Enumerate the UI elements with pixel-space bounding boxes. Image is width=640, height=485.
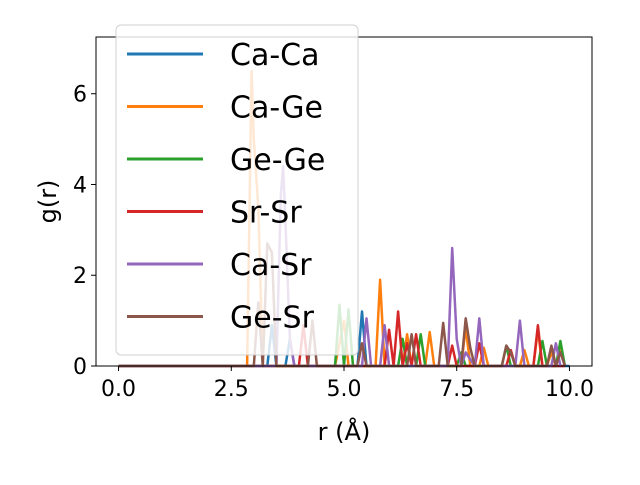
x-tick-label: 2.5 [214,377,249,402]
legend-label-ca-ge: Ca-Ge [230,91,323,126]
y-axis-ticks: 0 2 4 6 [73,83,96,380]
legend-label-ca-ca: Ca-Ca [230,38,320,73]
legend: Ca-Ca Ca-Ge Ge-Ge Sr-Sr Ca-Sr Ge-Sr [115,24,359,356]
legend-label-sr-sr: Sr-Sr [230,196,302,231]
y-tick-label: 6 [73,83,87,108]
x-tick-label: 10.0 [545,377,594,402]
y-axis-label: g(r) [34,180,62,224]
x-axis-ticks: 0.0 2.5 5.0 7.5 10.0 [101,366,594,402]
y-tick-label: 2 [73,264,87,289]
x-tick-label: 5.0 [327,377,362,402]
x-tick-label: 0.0 [101,377,136,402]
y-tick-label: 0 [73,355,87,380]
legend-label-ca-sr: Ca-Sr [230,248,312,283]
x-tick-label: 7.5 [439,377,474,402]
x-axis-label: r (Å) [318,417,371,446]
legend-label-ge-sr: Ge-Sr [230,301,315,336]
legend-label-ge-ge: Ge-Ge [230,143,325,178]
y-tick-label: 4 [73,173,87,198]
